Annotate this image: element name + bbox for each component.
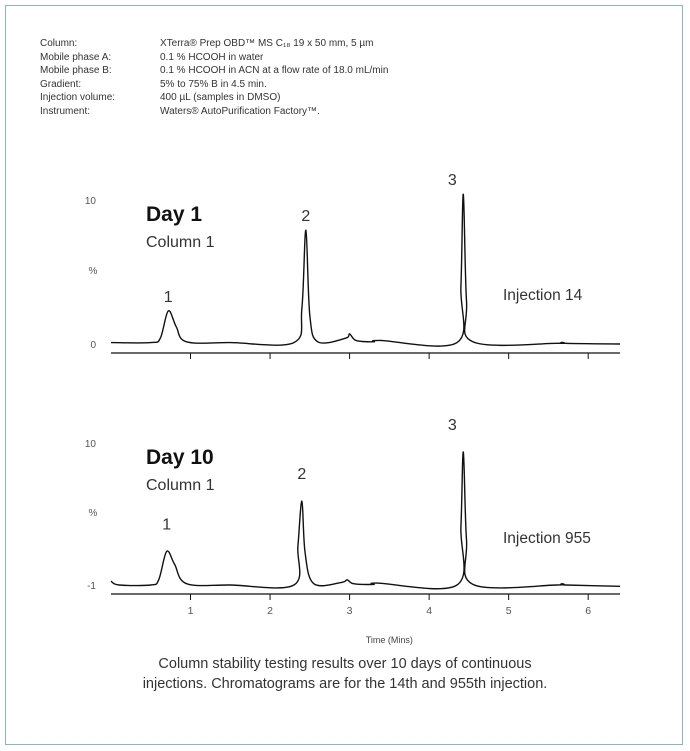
- conditions-table: Column: XTerra® Prep OBD™ MS C₁₈ 19 x 50…: [40, 37, 388, 119]
- y-axis-label: %: [89, 508, 98, 519]
- peak-label: 3: [448, 417, 457, 434]
- condition-row: Mobile phase A: 0.1 % HCOOH in water: [40, 51, 388, 65]
- condition-row: Instrument: Waters® AutoPurification Fac…: [40, 105, 388, 119]
- condition-label: Gradient:: [40, 78, 82, 90]
- condition-value: 0.1 % HCOOH in ACN at a flow rate of 18.…: [160, 65, 389, 77]
- figure-frame: [5, 5, 683, 745]
- condition-label: Mobile phase B:: [40, 65, 112, 77]
- y-tick-label: -1: [87, 581, 96, 592]
- condition-label: Injection volume:: [40, 92, 116, 104]
- chromatogram-trace: [110, 451, 621, 590]
- x-axis-label: Time (Mins): [366, 635, 413, 645]
- chart-subtitle: Column 1: [146, 477, 215, 494]
- chart-title: Day 1: [146, 203, 202, 226]
- x-tick-label: 5: [506, 605, 512, 617]
- condition-value: 5% to 75% B in 4.5 min.: [160, 78, 267, 90]
- condition-row: Mobile phase B: 0.1 % HCOOH in ACN at a …: [40, 64, 388, 78]
- x-tick-label: 3: [347, 605, 353, 617]
- x-tick-label: 2: [267, 605, 273, 617]
- condition-row: Gradient: 5% to 75% B in 4.5 min.: [40, 78, 388, 92]
- chart-annotation: Injection 955: [503, 530, 591, 547]
- peak-label: 2: [297, 466, 306, 483]
- condition-label: Mobile phase A:: [40, 51, 112, 63]
- condition-value: 400 µL (samples in DMSO): [160, 92, 281, 104]
- chromatogram-trace: [110, 193, 621, 347]
- y-tick-label: 0: [90, 340, 96, 351]
- y-axis-label: %: [89, 266, 98, 277]
- figure-caption: Column stability testing results over 10…: [40, 654, 650, 694]
- x-tick-label: 6: [585, 605, 591, 617]
- condition-value: 0.1 % HCOOH in water: [160, 51, 264, 63]
- peak-label: 3: [448, 172, 457, 189]
- peak-label: 1: [164, 289, 173, 306]
- x-tick-label: 4: [426, 605, 432, 617]
- peak-label: 2: [301, 208, 310, 225]
- chart-title: Day 10: [146, 446, 214, 469]
- condition-label: Column:: [40, 38, 78, 49]
- y-tick-label: 10: [85, 196, 97, 207]
- peak-label: 1: [162, 517, 171, 534]
- x-tick-label: 1: [188, 605, 194, 617]
- condition-row: Injection volume: 400 µL (samples in DMS…: [40, 91, 388, 105]
- condition-label: Instrument:: [40, 105, 91, 117]
- condition-value: XTerra® Prep OBD™ MS C₁₈ 19 x 50 mm, 5 µ…: [160, 38, 374, 49]
- caption-line: injections. Chromatograms are for the 14…: [142, 676, 548, 692]
- y-tick-label: 10: [85, 439, 97, 450]
- chart-annotation: Injection 14: [503, 287, 583, 304]
- caption-line: Column stability testing results over 10…: [158, 656, 532, 672]
- condition-value: Waters® AutoPurification Factory™.: [160, 105, 320, 117]
- chart-subtitle: Column 1: [146, 234, 215, 251]
- condition-row: Column: XTerra® Prep OBD™ MS C₁₈ 19 x 50…: [40, 37, 388, 51]
